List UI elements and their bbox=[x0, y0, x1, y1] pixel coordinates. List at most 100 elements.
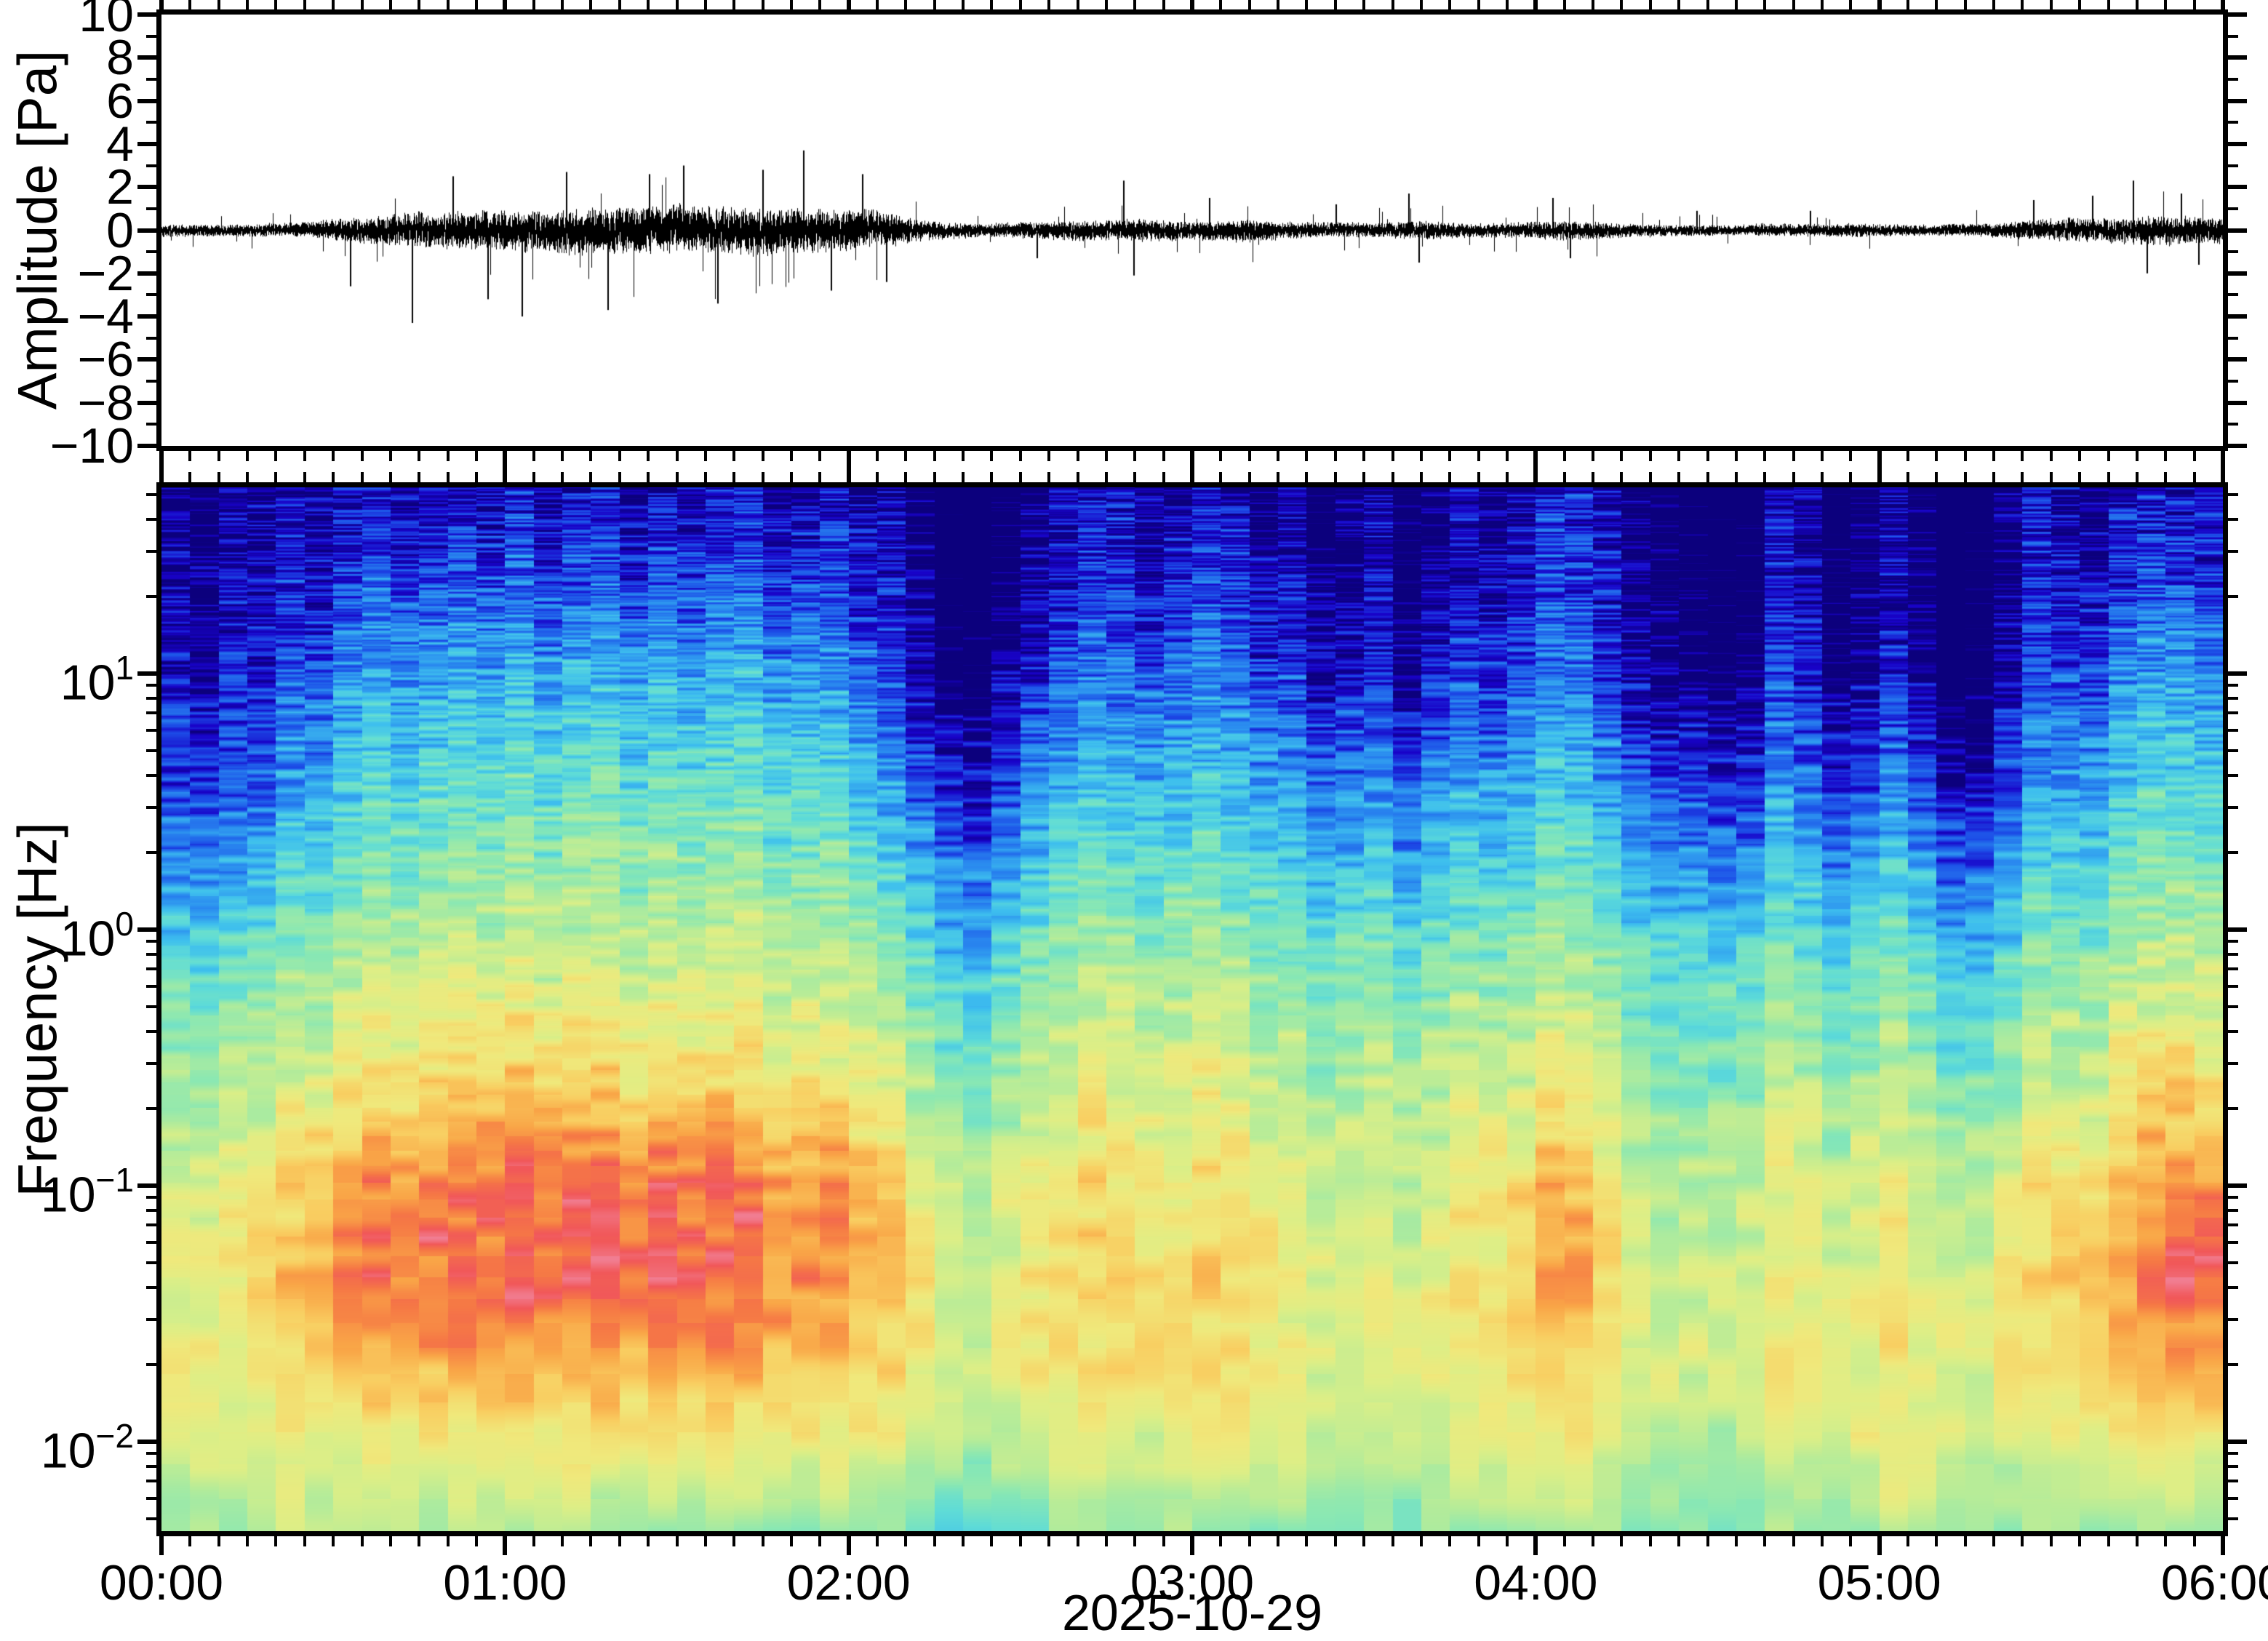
tick-mark bbox=[146, 984, 156, 988]
tick-mark bbox=[1448, 472, 1452, 482]
tick-mark bbox=[2228, 984, 2238, 988]
tick-mark bbox=[962, 1536, 965, 1546]
tick-mark bbox=[217, 0, 220, 9]
tick-mark bbox=[1277, 0, 1280, 9]
tick-mark bbox=[1018, 1536, 1022, 1546]
tick-mark bbox=[2192, 0, 2196, 9]
tick-mark bbox=[1104, 1536, 1108, 1546]
tick-mark bbox=[846, 1536, 851, 1555]
tick-mark bbox=[2078, 1536, 2082, 1546]
tick-mark bbox=[2228, 164, 2238, 167]
tick-mark bbox=[962, 472, 965, 482]
tick-mark bbox=[146, 1223, 156, 1227]
tick-mark bbox=[388, 1536, 392, 1546]
tick-mark bbox=[2228, 711, 2238, 715]
tick-mark bbox=[1277, 1536, 1280, 1546]
tick-mark bbox=[1935, 0, 1938, 9]
tick-mark bbox=[1219, 0, 1223, 9]
tick-mark bbox=[503, 1536, 508, 1555]
amp-tick-label: −2 bbox=[77, 245, 134, 301]
tick-mark bbox=[2192, 1536, 2196, 1546]
amp-tick-label: −4 bbox=[77, 289, 134, 345]
tick-mark bbox=[933, 0, 936, 9]
tick-mark bbox=[1047, 1536, 1051, 1546]
tick-mark bbox=[146, 1196, 156, 1199]
tick-mark bbox=[2228, 1183, 2247, 1188]
tick-mark bbox=[1047, 0, 1051, 9]
tick-mark bbox=[1391, 0, 1394, 9]
time-tick-label: 01:00 bbox=[443, 1555, 567, 1610]
tick-mark bbox=[1190, 1536, 1194, 1555]
tick-mark bbox=[246, 0, 249, 9]
tick-mark bbox=[146, 1209, 156, 1213]
freq-tick-exponent: 1 bbox=[115, 648, 134, 687]
tick-mark bbox=[188, 1536, 192, 1546]
tick-mark bbox=[2228, 98, 2247, 103]
tick-mark bbox=[1190, 451, 1194, 470]
tick-mark bbox=[789, 472, 793, 482]
spectrogram-canvas bbox=[161, 487, 2223, 1531]
tick-mark bbox=[2228, 55, 2247, 60]
tick-mark bbox=[1992, 1536, 1996, 1546]
tick-mark bbox=[1362, 472, 1366, 482]
tick-mark bbox=[1648, 451, 1652, 461]
tick-mark bbox=[2228, 1061, 2238, 1065]
tick-mark bbox=[1620, 451, 1624, 461]
amp-tick-label: 6 bbox=[106, 73, 134, 129]
tick-mark bbox=[1734, 451, 1738, 461]
tick-mark bbox=[146, 594, 156, 598]
tick-mark bbox=[246, 1536, 249, 1546]
tick-mark bbox=[2221, 451, 2225, 470]
tick-mark bbox=[1906, 472, 1910, 482]
tick-mark bbox=[246, 451, 249, 461]
tick-mark bbox=[146, 940, 156, 943]
tick-mark bbox=[2164, 472, 2168, 482]
time-tick-label: 00:00 bbox=[99, 1555, 224, 1610]
tick-mark bbox=[1877, 0, 1882, 9]
tick-mark bbox=[159, 1536, 164, 1555]
tick-mark bbox=[1706, 451, 1709, 461]
tick-mark bbox=[146, 953, 156, 957]
tick-mark bbox=[146, 711, 156, 715]
spectrogram-panel-frame bbox=[156, 482, 2228, 1536]
tick-mark bbox=[188, 0, 192, 9]
tick-mark bbox=[159, 451, 164, 470]
tick-mark bbox=[2228, 1496, 2238, 1500]
tick-mark bbox=[1849, 451, 1853, 461]
tick-mark bbox=[1391, 1536, 1394, 1546]
tick-mark bbox=[1477, 0, 1480, 9]
amp-tick-label: 4 bbox=[106, 116, 134, 172]
tick-mark bbox=[1734, 1536, 1738, 1546]
tick-mark bbox=[2228, 1285, 2238, 1289]
tick-mark bbox=[360, 472, 364, 482]
freq-tick-exponent: −2 bbox=[95, 1416, 134, 1455]
time-tick-label: 06:00 bbox=[2160, 1555, 2268, 1610]
amp-tick-label: 10 bbox=[79, 0, 134, 42]
amp-tick-label: 0 bbox=[106, 202, 134, 258]
tick-mark bbox=[2228, 1362, 2238, 1366]
time-tick-label: 05:00 bbox=[1817, 1555, 1941, 1610]
tick-mark bbox=[1963, 0, 1967, 9]
tick-mark bbox=[1935, 451, 1938, 461]
tick-mark bbox=[137, 357, 156, 362]
tick-mark bbox=[1677, 1536, 1681, 1546]
tick-mark bbox=[2228, 517, 2238, 521]
tick-mark bbox=[2228, 492, 2238, 496]
tick-mark bbox=[990, 1536, 994, 1546]
tick-mark bbox=[2021, 472, 2024, 482]
tick-mark bbox=[137, 185, 156, 190]
tick-mark bbox=[761, 472, 764, 482]
tick-mark bbox=[137, 228, 156, 233]
tick-mark bbox=[146, 1061, 156, 1065]
tick-mark bbox=[274, 451, 278, 461]
tick-mark bbox=[876, 0, 879, 9]
tick-mark bbox=[2228, 1439, 2247, 1444]
tick-mark bbox=[2228, 748, 2238, 752]
freq-tick-label: 10−2 bbox=[40, 1416, 134, 1479]
tick-mark bbox=[2192, 472, 2196, 482]
tick-mark bbox=[2228, 121, 2238, 124]
tick-mark bbox=[1620, 1536, 1624, 1546]
tick-mark bbox=[1133, 1536, 1137, 1546]
tick-mark bbox=[1076, 0, 1079, 9]
tick-mark bbox=[1792, 451, 1795, 461]
